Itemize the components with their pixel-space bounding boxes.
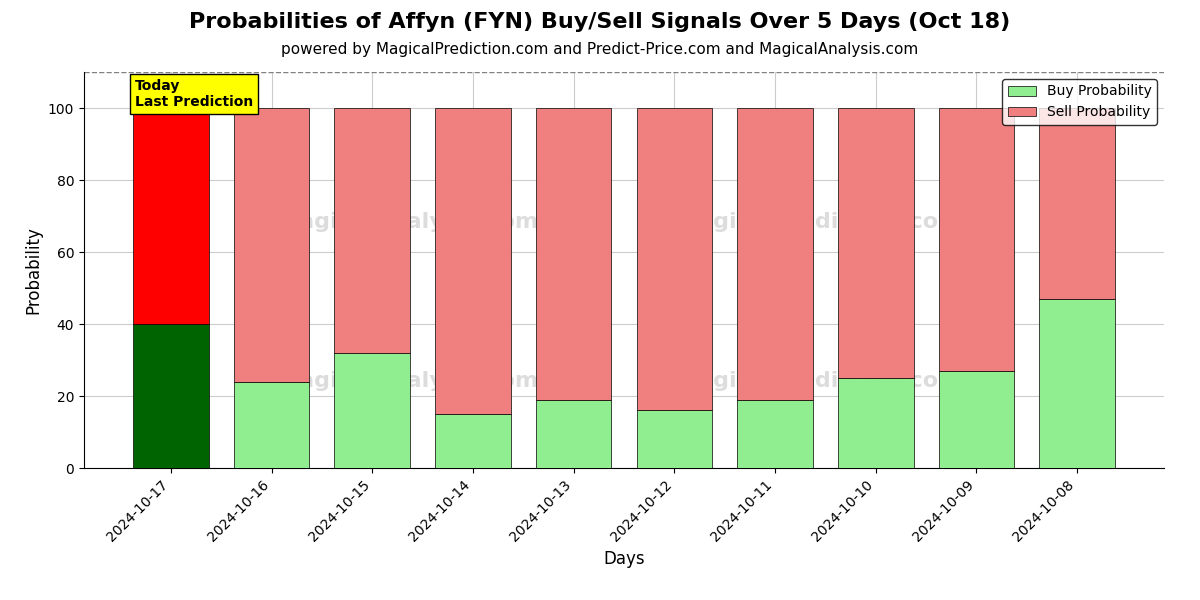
Text: Probabilities of Affyn (FYN) Buy/Sell Signals Over 5 Days (Oct 18): Probabilities of Affyn (FYN) Buy/Sell Si… <box>190 12 1010 32</box>
Text: MagicalAnalysis.com: MagicalAnalysis.com <box>277 371 539 391</box>
Bar <box>133 108 209 324</box>
Legend: Buy Probability, Sell Probability: Buy Probability, Sell Probability <box>1002 79 1157 125</box>
Bar <box>234 108 310 382</box>
X-axis label: Days: Days <box>604 550 644 568</box>
Bar <box>737 108 812 400</box>
Bar <box>436 108 511 414</box>
Bar <box>1039 108 1115 299</box>
Bar <box>838 378 913 468</box>
Bar <box>436 414 511 468</box>
Bar <box>636 108 712 410</box>
Bar <box>938 108 1014 371</box>
Bar <box>636 410 712 468</box>
Text: MagicalPrediction.com: MagicalPrediction.com <box>676 212 961 232</box>
Bar <box>838 108 913 378</box>
Bar <box>737 400 812 468</box>
Bar <box>335 353 410 468</box>
Bar <box>536 400 612 468</box>
Bar <box>133 324 209 468</box>
Text: powered by MagicalPrediction.com and Predict-Price.com and MagicalAnalysis.com: powered by MagicalPrediction.com and Pre… <box>281 42 919 57</box>
Y-axis label: Probability: Probability <box>24 226 42 314</box>
Bar <box>938 371 1014 468</box>
Text: MagicalPrediction.com: MagicalPrediction.com <box>676 371 961 391</box>
Bar <box>536 108 612 400</box>
Text: Today
Last Prediction: Today Last Prediction <box>136 79 253 109</box>
Bar <box>1039 299 1115 468</box>
Bar <box>234 382 310 468</box>
Text: MagicalAnalysis.com: MagicalAnalysis.com <box>277 212 539 232</box>
Bar <box>335 108 410 353</box>
